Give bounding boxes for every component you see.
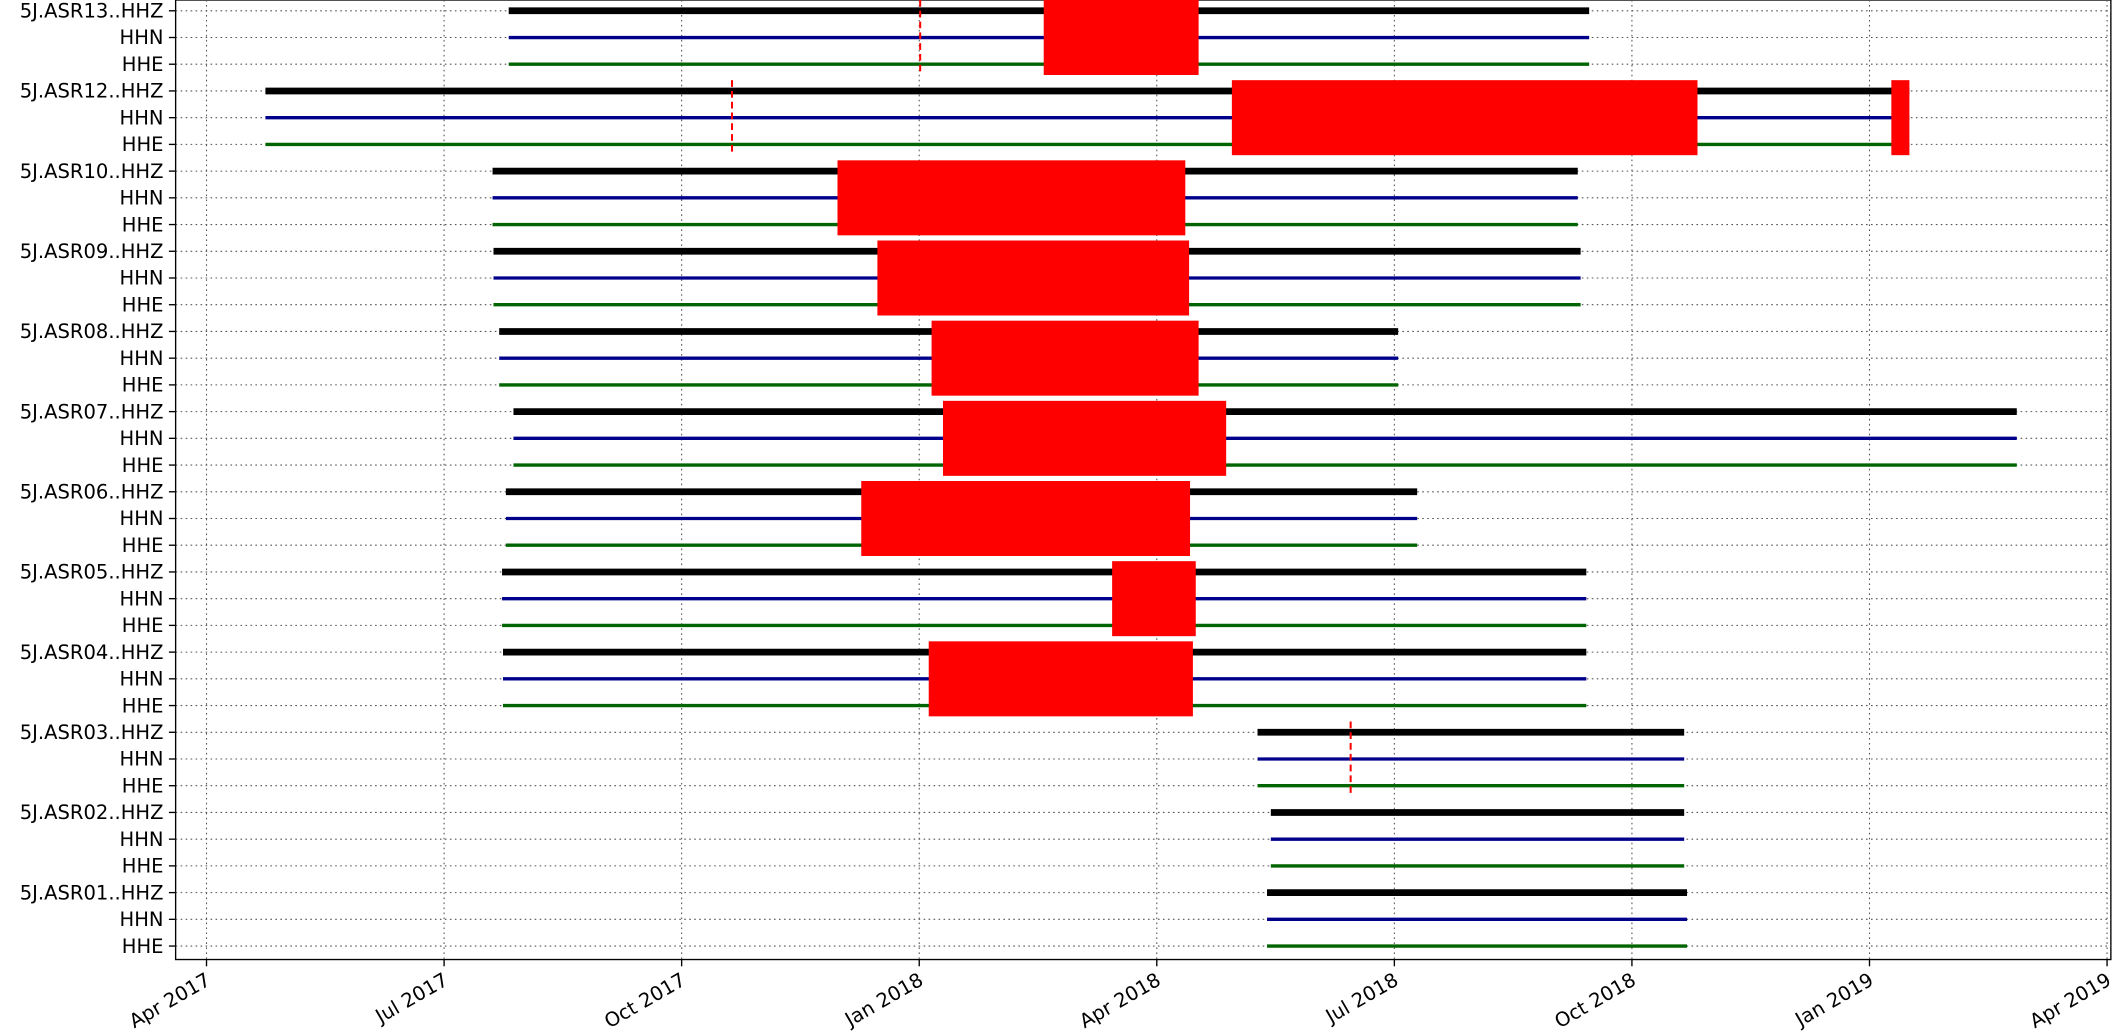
y-tick-label: HHE (122, 855, 164, 878)
y-tick-label: HHE (122, 774, 164, 797)
y-tick-label: HHN (120, 587, 164, 610)
x-tick-label: Apr 2017 (125, 968, 214, 1033)
y-tick-label: HHE (122, 133, 164, 156)
x-tick-label: Jul 2018 (1320, 968, 1402, 1029)
data-layer (265, 0, 2017, 948)
plot-frame (174, 0, 2112, 961)
y-tick-label: 5J.ASR07..HHZ (20, 400, 164, 423)
y-tick-label: HHE (122, 694, 164, 717)
y-tick-label: 5J.ASR05..HHZ (20, 561, 164, 584)
y-tick-label: HHN (120, 507, 164, 530)
y-tick-label: 5J.ASR04..HHZ (20, 641, 164, 664)
y-tick-label: HHE (122, 614, 164, 637)
y-tick-label: HHN (120, 908, 164, 931)
y-tick-label: HHE (122, 213, 164, 236)
x-tick-label: Jul 2017 (370, 968, 452, 1029)
y-tick-label: 5J.ASR02..HHZ (20, 801, 164, 824)
gap-block (837, 160, 1186, 236)
y-tick-label: HHN (120, 267, 164, 290)
gap-block (877, 240, 1190, 316)
y-tick-label: HHE (122, 293, 164, 316)
y-tick-label: 5J.ASR06..HHZ (20, 481, 164, 504)
gap-block (1891, 80, 1910, 156)
gap-block (942, 400, 1227, 476)
gap-block (931, 320, 1199, 396)
gap-block (1231, 80, 1698, 156)
x-tick-label: Oct 2017 (600, 968, 689, 1033)
y-tick-label: 5J.ASR03..HHZ (20, 721, 164, 744)
x-tick-label: Apr 2019 (2026, 968, 2114, 1033)
y-tick-label: 5J.ASR12..HHZ (20, 80, 164, 103)
y-tick-label: HHE (122, 935, 164, 958)
y-tick-label: HHE (122, 534, 164, 557)
y-tick-label: HHN (120, 668, 164, 691)
y-tick-label: 5J.ASR08..HHZ (20, 320, 164, 343)
y-tick-label: HHN (120, 187, 164, 210)
x-tick-label: Jan 2018 (839, 968, 927, 1032)
y-tick-label: HHN (120, 26, 164, 49)
x-tick-label: Oct 2018 (1551, 968, 1640, 1033)
x-tick-label: Jan 2019 (1790, 968, 1878, 1032)
y-tick-label: 5J.ASR13..HHZ (20, 0, 164, 23)
y-tick-label: HHN (120, 106, 164, 129)
gap-block (1043, 0, 1199, 76)
y-tick-label: HHE (122, 454, 164, 477)
y-tick-label: HHE (122, 374, 164, 397)
y-tick-label: HHN (120, 347, 164, 370)
y-tick-label: 5J.ASR01..HHZ (20, 881, 164, 904)
gap-block (928, 641, 1193, 717)
gap-block (1112, 561, 1196, 637)
y-tick-label: 5J.ASR09..HHZ (20, 240, 164, 263)
y-tick-label: 5J.ASR10..HHZ (20, 160, 164, 183)
y-tick-label: HHN (120, 427, 164, 450)
y-tick-label: HHN (120, 828, 164, 851)
gap-block (861, 480, 1191, 557)
x-tick-label: Apr 2018 (1075, 968, 1164, 1033)
y-tick-label: HHE (122, 53, 164, 76)
y-tick-label: HHN (120, 748, 164, 771)
